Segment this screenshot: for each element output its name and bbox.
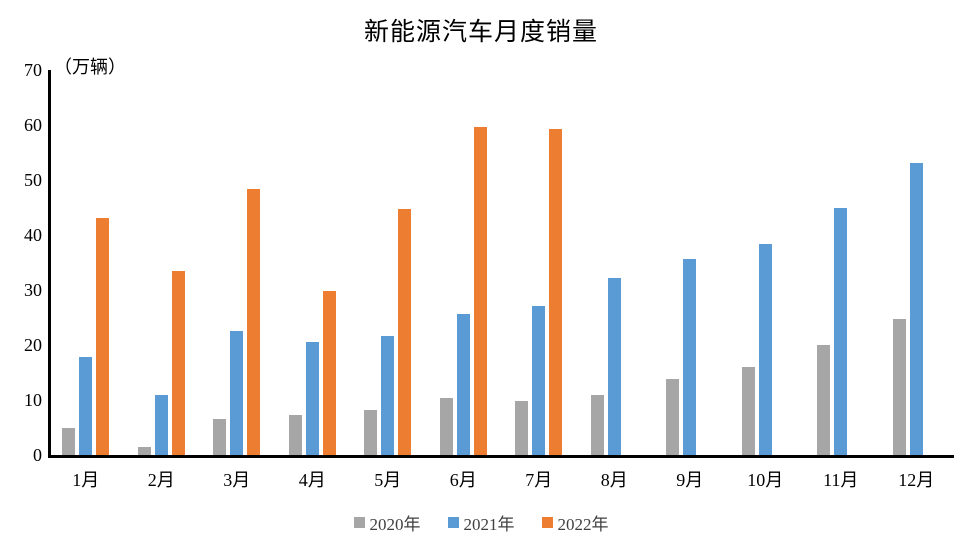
x-axis-label: 5月 [374,470,402,490]
bar-2021年-6月 [456,314,470,455]
legend-item-2020年: 2020年 [353,510,421,535]
y-axis-line [48,70,51,458]
bar-2020年-7月 [515,401,529,455]
legend-marker-icon [353,517,365,528]
x-axis-line [48,455,954,458]
bar-2022年-2月 [171,271,185,455]
chart-title: 新能源汽车月度销量 [363,19,598,46]
bar-2020年-12月 [892,318,906,455]
legend-label: 2020年 [369,515,421,534]
y-tick-label: 60 [24,115,42,135]
x-axis-label: 6月 [449,470,477,490]
bar-2021年-2月 [154,394,168,455]
bar-2020年-3月 [213,419,227,455]
y-axis-unit-label: （万辆） [54,57,126,77]
bar-2020年-5月 [364,409,378,455]
legend: 2020年 2021年 2022年 [0,510,962,535]
bar-2021年-3月 [230,330,244,455]
bar-2021年-8月 [607,278,621,455]
x-axis-label: 12月 [898,470,935,490]
x-axis-label: 8月 [600,470,628,490]
legend-marker-icon [447,517,459,528]
y-tick-label: 70 [24,60,42,80]
y-tick-label: 10 [24,390,42,410]
y-tick-label: 50 [24,170,42,190]
bar-2020年-11月 [817,345,831,455]
x-axis-label: 3月 [223,470,251,490]
bar-2022年-1月 [96,217,110,455]
bar-2020年-8月 [590,395,604,455]
x-axis-label: 11月 [823,470,859,490]
bar-2020年-2月 [137,446,151,455]
bar-2020年-1月 [62,427,76,455]
legend-item-2022年: 2022年 [541,510,609,535]
bar-2022年-4月 [322,290,336,455]
bar-2022年-5月 [398,209,412,455]
x-axis-label: 7月 [525,470,553,490]
bar-2021年-1月 [79,356,93,455]
x-axis-label: 4月 [298,470,326,490]
y-tick-label: 40 [24,225,42,245]
bar-2020年-4月 [288,415,302,455]
bar-2021年-7月 [532,305,546,455]
bar-2021年-10月 [758,244,772,455]
bar-2022年-7月 [549,128,563,455]
y-tick-label: 0 [33,445,42,465]
x-axis-label: 1月 [72,470,100,490]
legend-item-2021年: 2021年 [447,510,515,535]
bar-2022年-6月 [473,127,487,455]
bar-2021年-5月 [381,335,395,455]
bar-2022年-3月 [247,188,261,455]
x-axis-label: 9月 [676,470,704,490]
bar-2021年-11月 [834,207,848,455]
bar-2021年-12月 [909,162,923,455]
bar-2021年-4月 [305,341,319,455]
legend-label: 2021年 [463,515,515,534]
legend-marker-icon [541,517,553,528]
x-axis-label: 10月 [747,470,784,490]
x-axis-label: 2月 [147,470,175,490]
legend-label: 2022年 [557,515,609,534]
y-tick-label: 30 [24,280,42,300]
y-tick-label: 20 [24,335,42,355]
bar-2021年-9月 [683,258,697,455]
bar-2020年-9月 [666,379,680,455]
bar-2020年-10月 [741,367,755,455]
bar-2020年-6月 [439,397,453,455]
